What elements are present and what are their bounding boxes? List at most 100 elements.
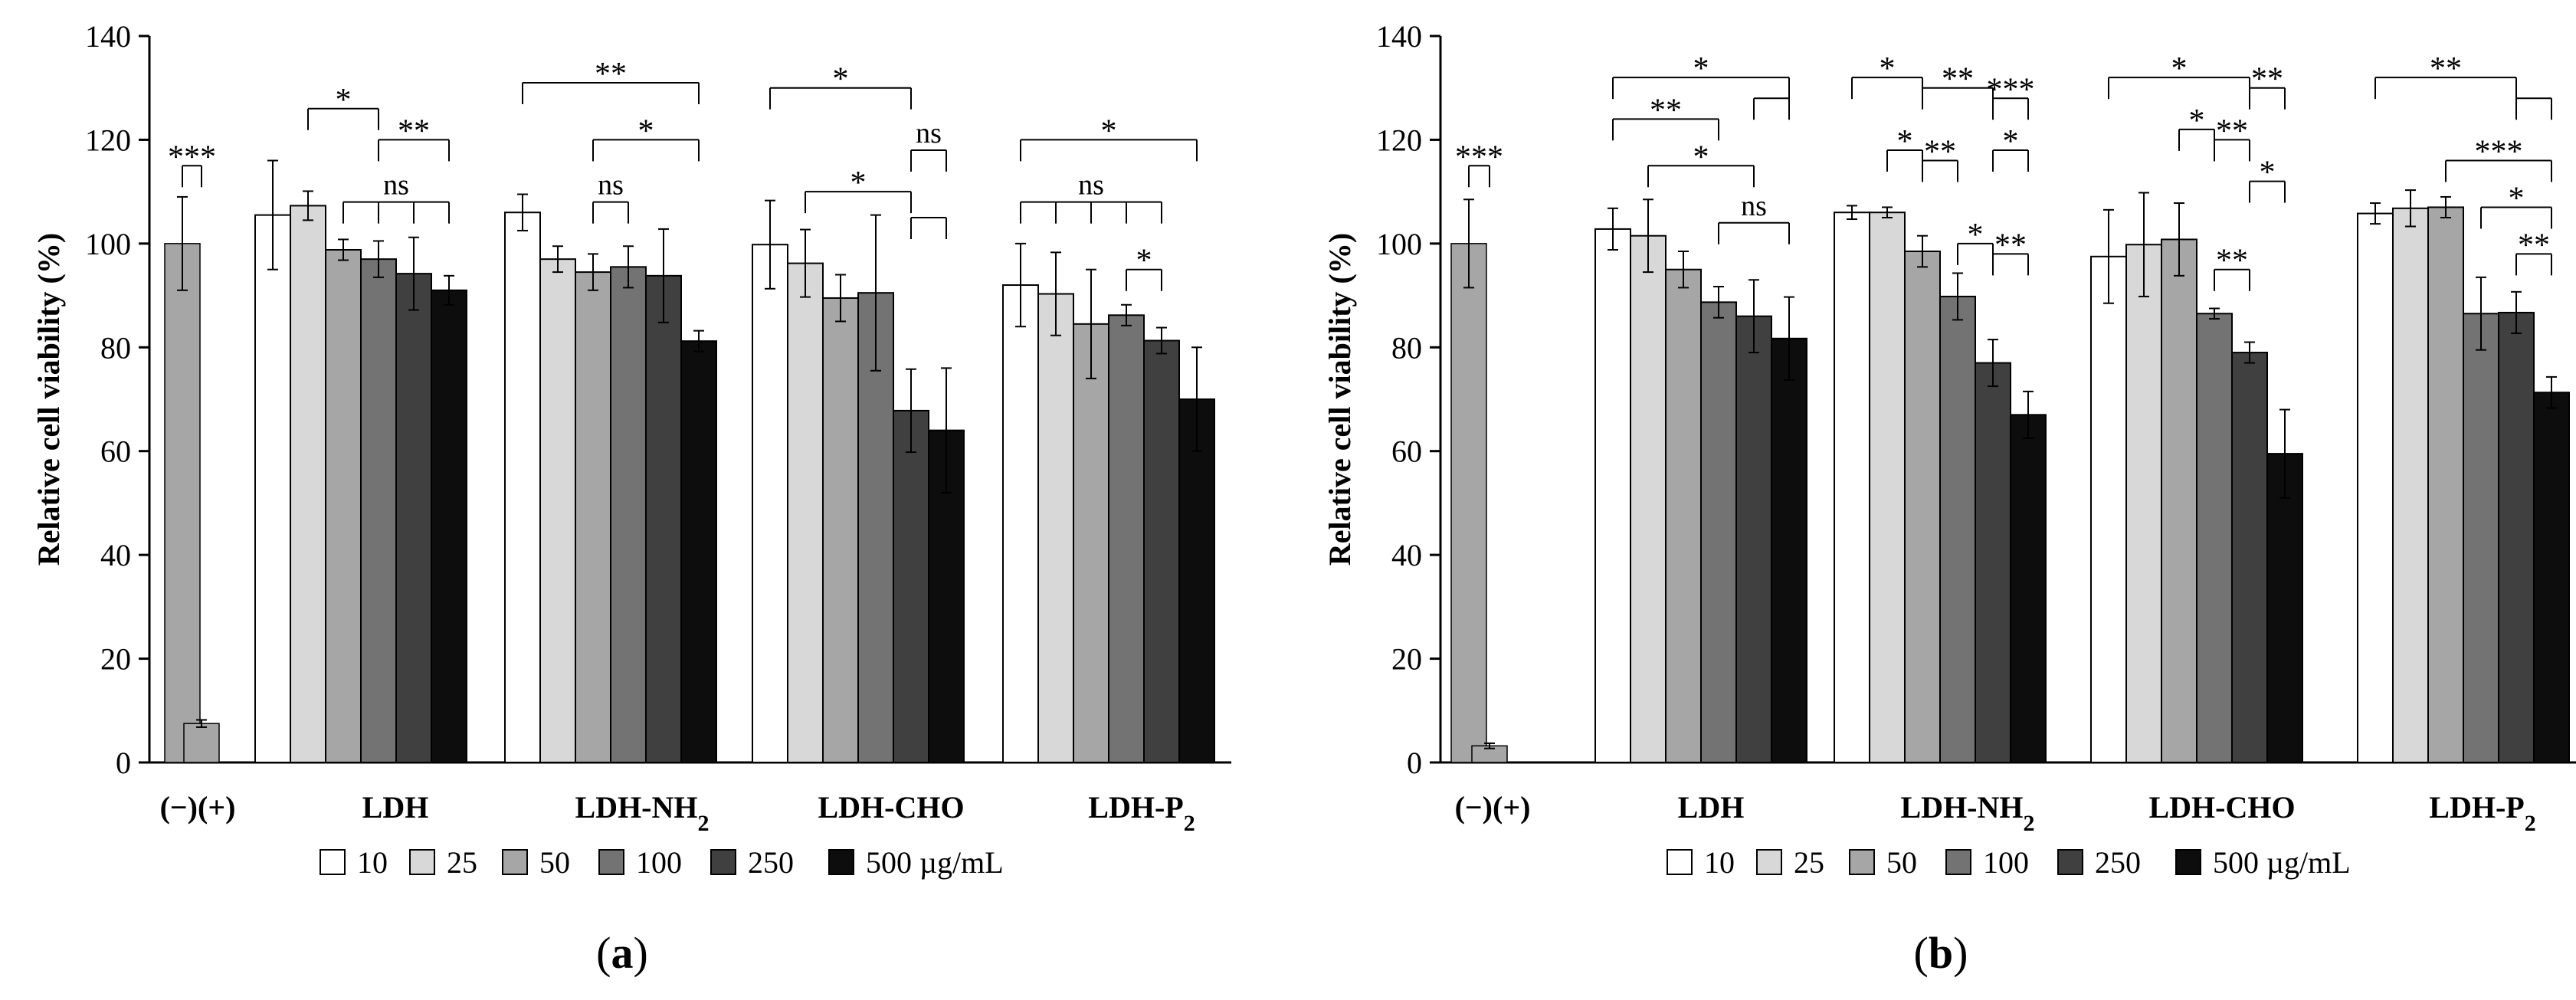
- significance-bracket: ***: [2445, 135, 2552, 182]
- chart-panel-a: 0 20 40 60 80 100 120 140 Relative cell viabilit…: [31, 19, 1231, 978]
- legend-label: 250: [748, 845, 794, 880]
- significance-label: **: [398, 113, 430, 149]
- y-tick-label: 0: [1407, 746, 1422, 780]
- bar: [290, 205, 326, 763]
- y-tick-label: 40: [1391, 538, 1422, 572]
- bar: [395, 273, 432, 764]
- y-tick-label: 60: [100, 434, 131, 469]
- significance-label: *: [1880, 51, 1896, 87]
- y-tick-label: 0: [116, 746, 131, 780]
- bar: [1450, 243, 1487, 763]
- significance-bracket: **: [2249, 62, 2286, 110]
- significance-bracket: ns: [1718, 190, 1790, 244]
- bar: [1834, 211, 1870, 763]
- significance-bracket: [1753, 97, 1790, 120]
- bar: [822, 297, 859, 763]
- significance-label: **: [2251, 62, 2283, 97]
- bar: [2533, 392, 2570, 763]
- significance-bracket: **: [378, 113, 450, 162]
- y-tick-label: 20: [100, 642, 131, 677]
- significance-label: *: [2260, 156, 2276, 191]
- significance-bracket: ***: [1987, 72, 2035, 120]
- significance-label: **: [2216, 113, 2248, 149]
- significance-label: **: [2216, 244, 2248, 279]
- significance-bracket: **: [1922, 135, 1958, 182]
- significance-bracket: **: [1922, 62, 1994, 110]
- y-tick-label: 120: [1376, 123, 1422, 157]
- group-label: (−)(+): [1455, 790, 1531, 825]
- significance-label: *: [1693, 139, 1709, 175]
- bar: [2392, 207, 2429, 764]
- legend: 10 25 50 100 250 500 µg/mL: [1667, 845, 2351, 880]
- bar: [1630, 234, 1667, 763]
- significance-label: *: [2003, 124, 2019, 159]
- significance-label: *: [1136, 244, 1152, 279]
- bar: [575, 271, 611, 764]
- bar: [1108, 314, 1145, 763]
- legend-label: 10: [1704, 845, 1735, 880]
- significance-bracket: **: [2214, 244, 2250, 291]
- significance-label: *: [1897, 124, 1913, 159]
- significance-bracket: *: [769, 62, 912, 110]
- group-label-subscript: 2: [1184, 811, 1195, 836]
- significance-label: *: [1968, 218, 1984, 253]
- panel-label: (a): [596, 928, 648, 978]
- bar: [325, 248, 362, 763]
- legend-swatch: [1667, 849, 1693, 875]
- bar: [2427, 206, 2464, 763]
- y-tick-label: 140: [1376, 19, 1422, 54]
- bar: [610, 266, 647, 764]
- y-tick-label: 120: [85, 123, 131, 157]
- significance-label: ns: [1078, 169, 1104, 202]
- significance-bracket: **: [2214, 113, 2250, 162]
- legend-label: 500 µg/mL: [2213, 845, 2351, 880]
- significance-bracket: *: [1126, 244, 1162, 291]
- group-label: LDH: [362, 790, 429, 825]
- significance-label: *: [2171, 51, 2188, 87]
- y-tick-label: 80: [100, 330, 131, 365]
- significance-bracket: *: [1612, 51, 1790, 100]
- legend-label: 25: [1794, 845, 1824, 880]
- group-label: LDH-CHO: [818, 790, 964, 825]
- legend-swatch: [320, 849, 346, 875]
- significance-label: ***: [2475, 135, 2523, 170]
- bar: [254, 214, 291, 764]
- legend-swatch: [1756, 849, 1782, 875]
- legend: 10 25 50 100 250 500 µg/mL: [320, 845, 1004, 880]
- significance-bracket: **: [1992, 228, 2029, 276]
- significance-label: **: [2518, 228, 2550, 263]
- y-axis-label: Relative cell viability (%): [31, 233, 66, 566]
- legend-swatch: [2175, 849, 2201, 875]
- bar: [1037, 293, 1074, 764]
- group-label: LDH: [1678, 790, 1745, 825]
- legend-swatch: [828, 849, 854, 875]
- significance-label: ***: [168, 139, 216, 175]
- y-tick-label: 140: [85, 19, 131, 54]
- y-tick-label: 40: [100, 538, 131, 572]
- significance-label: *: [850, 166, 867, 201]
- significance-label: *: [638, 113, 654, 149]
- significance-label: **: [1994, 228, 2027, 263]
- significance-bracket: [2515, 97, 2552, 120]
- legend-swatch: [1945, 849, 1971, 875]
- significance-label: *: [1101, 113, 1117, 149]
- significance-bracket: *: [2249, 156, 2286, 203]
- bar: [1904, 251, 1941, 763]
- bar: [1939, 295, 1976, 763]
- significance-label: *: [2189, 103, 2205, 139]
- bar: [2090, 255, 2127, 763]
- bar: [1700, 301, 1737, 764]
- bar: [1002, 284, 1039, 763]
- bar: [2266, 453, 2303, 763]
- bar: [2231, 352, 2268, 763]
- significance-bracket: **: [1612, 93, 1719, 141]
- significance-bracket: **: [2374, 51, 2517, 100]
- legend-swatch: [502, 849, 528, 875]
- significance-bracket: ns: [1020, 169, 1162, 224]
- legend-label: 50: [1886, 845, 1917, 880]
- significance-label: ns: [383, 169, 409, 202]
- significance-bracket: ***: [1455, 139, 1503, 188]
- significance-label: **: [1924, 135, 1956, 170]
- significance-bracket: *: [1647, 139, 1755, 188]
